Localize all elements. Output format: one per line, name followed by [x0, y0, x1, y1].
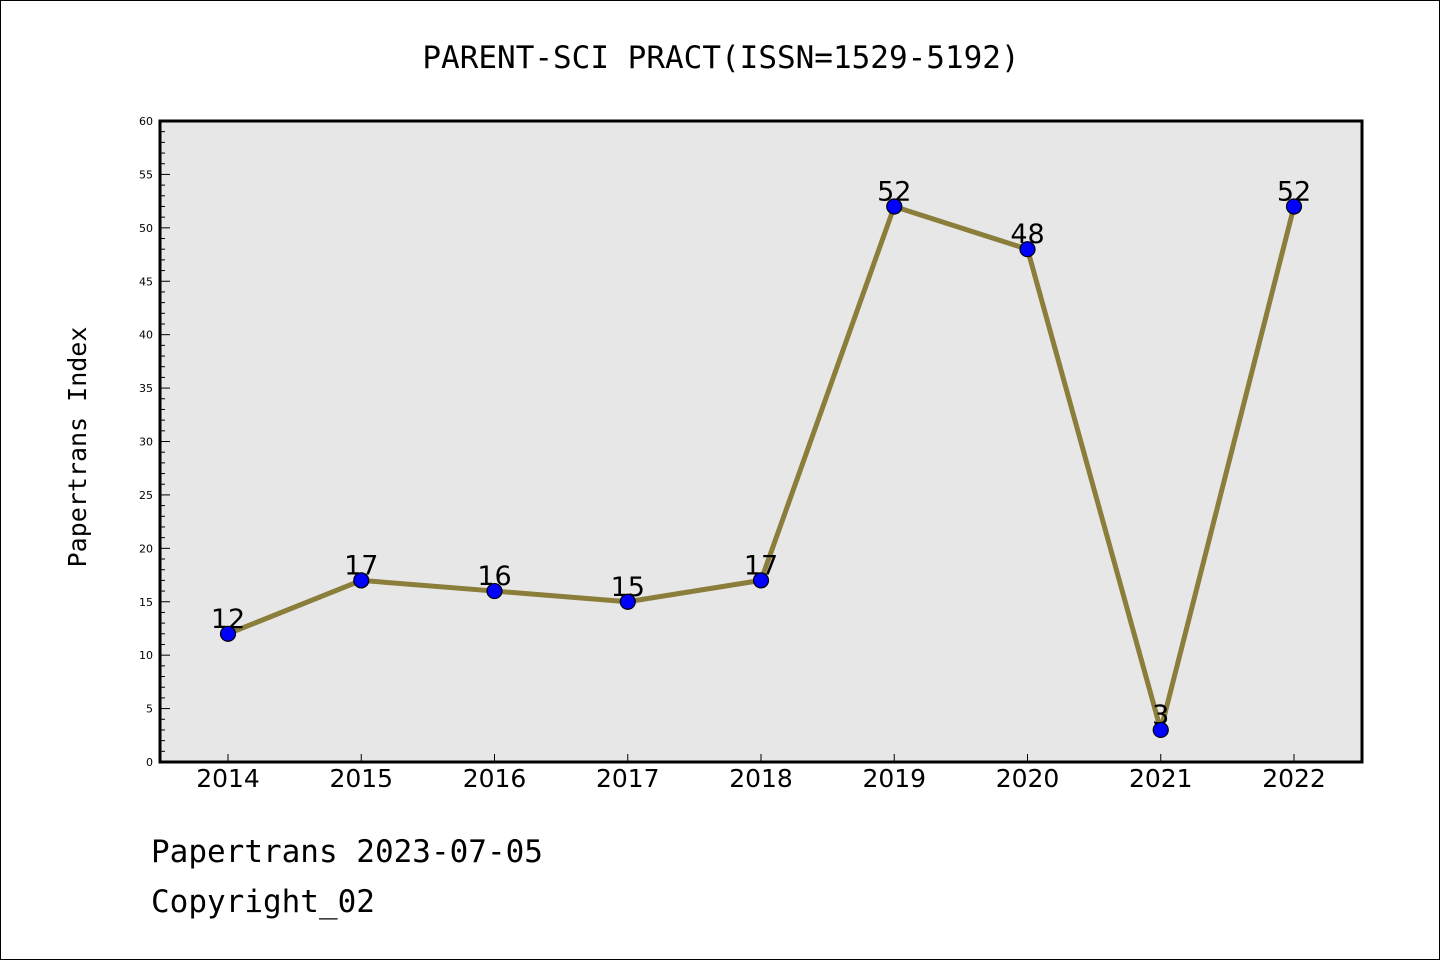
x-tick-label: 2019 [862, 764, 926, 793]
plot-area [160, 121, 1362, 762]
y-tick-label: 50 [139, 222, 153, 235]
y-tick-label: 20 [139, 542, 153, 555]
data-point [619, 593, 636, 610]
y-tick-label: 10 [139, 649, 153, 662]
x-tick-label: 2016 [463, 764, 527, 793]
x-tick-label: 2020 [996, 764, 1060, 793]
y-tick-label: 30 [139, 436, 153, 449]
y-tick-label: 5 [146, 703, 153, 716]
y-tick-label: 55 [139, 168, 153, 181]
x-tick-label: 2014 [196, 764, 260, 793]
y-axis-label: Papertrans Index [63, 327, 92, 568]
data-point [1285, 198, 1303, 215]
y-tick-label: 15 [139, 596, 153, 609]
data-point [486, 582, 503, 600]
y-tick-label: 25 [139, 489, 153, 502]
plot-border [158, 119, 1364, 764]
data-point [752, 572, 770, 589]
x-axis: 2014 2015 2016 2017 2018 2019 2020 2021 2022 [196, 754, 1326, 793]
footer-date: Papertrans 2023-07-05 [151, 834, 543, 870]
data-point [886, 198, 903, 215]
data-point [219, 625, 237, 642]
x-tick-label: 2022 [1262, 764, 1326, 793]
data-point [1152, 721, 1169, 739]
y-tick-label: 60 [139, 115, 153, 128]
x-tick-label: 2017 [596, 764, 660, 793]
data-point [1019, 241, 1036, 258]
y-tick-label: 0 [146, 756, 153, 769]
chart-title: PARENT-SCI PRACT(ISSN=1529-5192) [422, 40, 1019, 76]
y-tick-label: 40 [139, 329, 153, 342]
footer-copyright: Copyright_02 [151, 884, 375, 920]
x-tick-label: 2015 [329, 764, 393, 793]
x-tick-label: 2021 [1129, 764, 1193, 793]
data-point [353, 572, 370, 589]
y-tick-label: 35 [139, 382, 153, 395]
y-tick-label: 45 [139, 275, 153, 288]
x-tick-label: 2018 [729, 764, 793, 793]
